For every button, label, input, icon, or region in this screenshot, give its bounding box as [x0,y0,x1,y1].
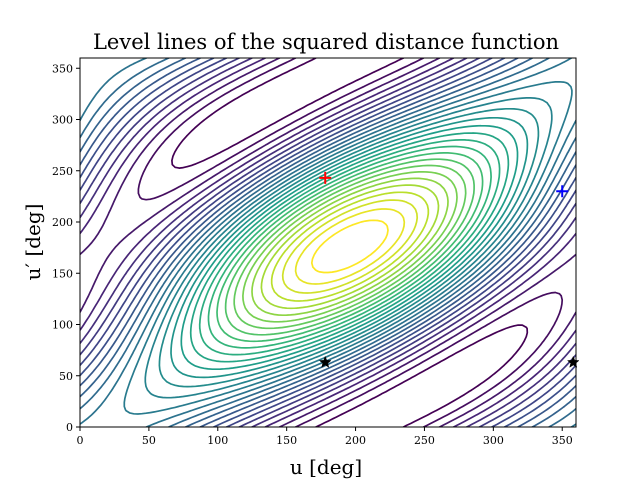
contour-level-line [80,58,576,427]
x-tick-label: 350 [552,434,573,447]
plot-frame [79,57,577,428]
contour-level-line [80,58,576,427]
contour-level-line [310,219,389,274]
star-marker [318,355,332,368]
chart-title: Level lines of the squared distance func… [93,30,559,54]
contour-level-line [170,116,529,379]
y-tick-label: 100 [52,319,73,332]
x-tick-label: 50 [142,434,156,447]
x-axis-ticks: 0 50 100 150 200 250 300 350 [77,427,573,447]
y-tick-label: 200 [52,216,73,229]
contour-level-line [80,58,576,427]
contour-level-line [123,80,573,415]
x-tick-label: 200 [345,434,366,447]
contour-level-line [171,58,529,427]
contour-level-line [80,58,576,427]
contour-level-line [137,58,564,427]
plus-marker [319,171,332,184]
y-tick-label: 250 [52,165,73,178]
x-tick-label: 150 [276,434,297,447]
y-tick-label: 150 [52,267,73,280]
contour-level-line [233,164,467,330]
contour-lines [80,58,576,427]
y-tick-label: 50 [59,370,73,383]
plus-marker [556,185,569,198]
contour-level-line [251,177,449,317]
contour-level-line [294,208,406,285]
contour-level-line [80,58,576,427]
chart-markers [318,171,580,368]
star-marker [566,355,580,368]
contour-level-line [80,58,576,427]
contour-level-line [189,132,510,363]
contour-level-line [224,158,475,336]
contour-level-line [216,152,484,343]
x-axis-label: u [deg] [290,455,362,479]
x-tick-label: 300 [483,434,504,447]
contour-level-line [80,58,576,427]
contour-level-line [260,184,440,310]
x-tick-label: 0 [77,434,84,447]
contour-level-line [80,58,576,427]
contour-level-line [270,191,430,302]
contour-level-line [180,124,519,371]
y-axis-ticks: 0 50 100 150 200 250 300 350 [52,62,80,434]
contour-level-line [198,139,501,356]
contour-level-line [144,97,553,399]
contour-level-line [242,170,458,323]
y-tick-label: 350 [52,62,73,75]
contour-level-line [158,107,540,388]
contour-level-line [80,58,576,427]
contour-level-line [207,145,492,349]
y-axis-label: u′ [deg] [21,204,45,281]
contour-level-line [80,58,576,427]
contour-level-line [281,199,419,294]
y-tick-label: 0 [66,421,73,434]
x-tick-label: 250 [414,434,435,447]
y-tick-label: 300 [52,114,73,127]
x-tick-label: 100 [207,434,228,447]
